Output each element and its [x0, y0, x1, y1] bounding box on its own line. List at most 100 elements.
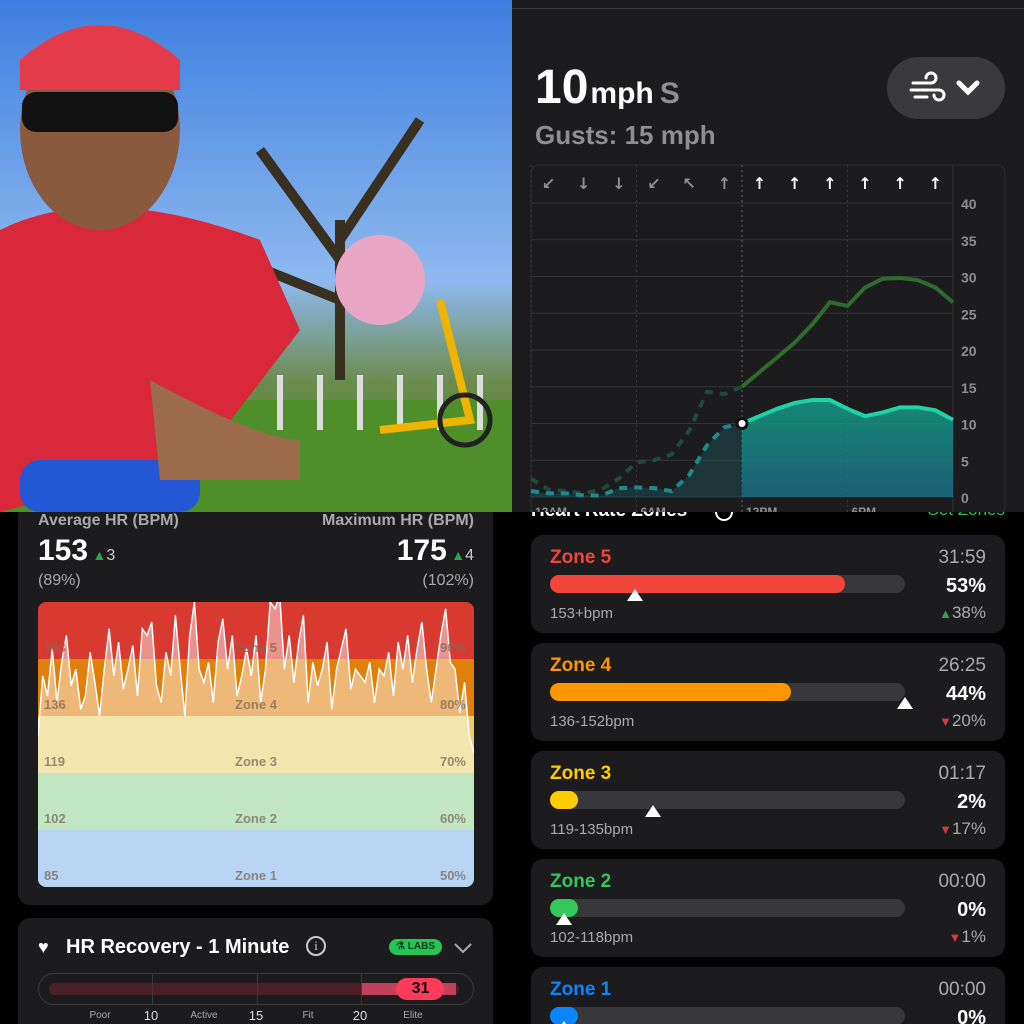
zone-card[interactable]: Zone 4 26:25 44% 136-152bpm ▼20% [531, 643, 1005, 741]
wind-speed-line [741, 397, 954, 426]
wind-speed-readout: 10mph S [535, 60, 680, 115]
zone-progress-fill [550, 1007, 579, 1024]
wind-speed: 10 [535, 61, 589, 114]
recovery-value-pill: 31 [396, 978, 445, 1000]
zone-name-label: Zone 3 [235, 754, 277, 769]
wind-metric-dropdown[interactable] [887, 57, 1005, 119]
zone-range: 136-152bpm [550, 713, 635, 730]
zone-progress-bar [550, 575, 905, 601]
zone-bpm-label: 136 [44, 697, 66, 712]
y-tick-label: 10 [961, 417, 977, 433]
x-tick-label: 12AM [535, 505, 567, 512]
wind-chart: 0 5 10 15 20 25 30 35 40 12AM 6AM 12PM 6PM ↙ ↓ ↓ ↙ ↖ ↑ ↑ ↑ ↑ ↑… [529, 164, 1006, 512]
chevron-down-icon [956, 80, 980, 96]
zone-time: 26:25 [938, 655, 986, 676]
zone-delta-value: 38% [951, 603, 986, 622]
wind-direction-arrow-icon: ↑ [753, 174, 766, 193]
recovery-track [49, 983, 459, 995]
y-tick-label: 20 [961, 343, 977, 359]
wind-direction-arrow-icon: ↑ [858, 174, 871, 193]
down-triangle-icon: ▼ [939, 714, 952, 729]
avg-hr-value: 153 [38, 534, 89, 567]
wind-unit: mph [590, 77, 654, 110]
wind-direction-arrow-icon: ↓ [577, 174, 590, 193]
hr-zones-panel: Heart Rate Zones Set Zones Zone 5 31:59 … [512, 512, 1024, 1024]
zone-name-label: Zone 2 [235, 811, 277, 826]
previous-marker-icon [644, 805, 661, 817]
x-tick-label: 6PM [852, 505, 877, 512]
zone-percent: 0% [957, 1007, 986, 1024]
wind-direction-arrow-icon: ↑ [788, 174, 801, 193]
zone-name: Zone 2 [550, 871, 612, 892]
past-wind-line [530, 421, 743, 498]
wind-direction-arrow-icon: ↙ [647, 174, 660, 193]
avg-hr-delta: 3 [106, 547, 116, 564]
zone-progress-bar [550, 683, 913, 709]
set-zones-link[interactable]: Set Zones [928, 512, 1006, 520]
recovery-scale-label: 10 [143, 1008, 159, 1023]
wind-icon [909, 71, 980, 102]
wind-direction-arrow-icon: ↖ [683, 174, 696, 193]
zone-card[interactable]: Zone 1 00:00 0% [531, 967, 1005, 1024]
max-hr-value: 175 [396, 534, 447, 567]
recovery-scale-label: Elite [403, 1010, 423, 1021]
zone-pct-label: 50% [440, 868, 466, 883]
previous-marker-icon [556, 913, 573, 925]
x-tick-label: 12PM [746, 505, 777, 512]
zone-pct-label: 60% [440, 811, 466, 826]
labs-badge: ⚗ LABS [389, 939, 442, 955]
recovery-scale-label: 20 [352, 1008, 368, 1023]
wind-direction-arrow-icon: ↑ [929, 174, 942, 193]
chevron-down-icon[interactable] [453, 942, 473, 954]
hr-line [38, 602, 474, 754]
hr-zone-chart: 153 Zone 5 90% 136 Zone 4 80% 119 Zone 3 70% 102 Z… [38, 602, 474, 887]
flask-icon: ⚗ [396, 941, 405, 952]
zone-percent: 2% [957, 791, 986, 813]
zone-delta: ▼1% [949, 927, 986, 947]
zone-bpm-label: 102 [44, 811, 66, 826]
up-triangle-icon: ▲ [939, 606, 952, 621]
zone-percent: 53% [945, 575, 986, 597]
wind-direction-arrow-icon: ↑ [823, 174, 836, 193]
zone-name: Zone 4 [550, 655, 612, 676]
avg-hr-label: Average HR (BPM) [38, 512, 179, 529]
zone-card[interactable]: Zone 5 31:59 53% 153+bpm ▲38% [531, 535, 1005, 633]
zone-pct-label: 70% [440, 754, 466, 769]
up-triangle-icon: ▲ [92, 547, 107, 563]
zone-time: 01:17 [938, 763, 986, 784]
gusts-label: Gusts: 15 mph [535, 120, 716, 150]
up-triangle-icon: ▲ [451, 547, 466, 563]
heart-icon: ♥ [38, 937, 49, 957]
zone-band [38, 773, 474, 830]
zone-bpm-label: 119 [44, 754, 65, 769]
x-tick-label: 6AM [641, 505, 666, 512]
zone-progress-bar [550, 899, 905, 925]
hr-area [38, 602, 474, 887]
zone-band [38, 716, 474, 773]
zone-delta: ▼17% [939, 819, 986, 839]
down-triangle-icon: ▼ [948, 930, 962, 945]
avg-hr: 153 ▲3 [38, 534, 115, 568]
y-tick-label: 0 [961, 490, 969, 506]
hr-panel: Average HR (BPM) Maximum HR (BPM) 153 ▲3… [0, 512, 512, 1024]
avg-hr-pct: (89%) [38, 572, 81, 589]
zone-card[interactable]: Zone 2 00:00 0% 102-118bpm ▼1% [531, 859, 1005, 957]
previous-marker-icon [627, 589, 644, 601]
zone-range: 153+bpm [550, 605, 613, 622]
wind-direction-arrow-icon: ↓ [612, 174, 625, 193]
zone-progress-fill [550, 575, 845, 593]
zone-pct-label: 90% [440, 640, 466, 655]
max-hr-delta: 4 [465, 547, 474, 564]
zone-card[interactable]: Zone 3 01:17 2% 119-135bpm ▼17% [531, 751, 1005, 849]
zones-title: Heart Rate Zones [531, 512, 687, 522]
info-icon[interactable]: i [306, 936, 326, 956]
photo-illustration [0, 25, 512, 512]
wind-direction-arrow-icon: ↙ [542, 174, 555, 193]
zone-progress-fill [550, 791, 579, 809]
info-icon[interactable] [715, 512, 733, 521]
zone-name-label: Zone 5 [235, 640, 277, 655]
divider [361, 974, 362, 1004]
y-tick-label: 25 [961, 306, 977, 322]
hr-chart-body: 153 Zone 5 90% 136 Zone 4 80% 119 Zone 3 70% 102 Z… [38, 602, 474, 887]
zone-bpm-label: 85 [44, 868, 58, 883]
